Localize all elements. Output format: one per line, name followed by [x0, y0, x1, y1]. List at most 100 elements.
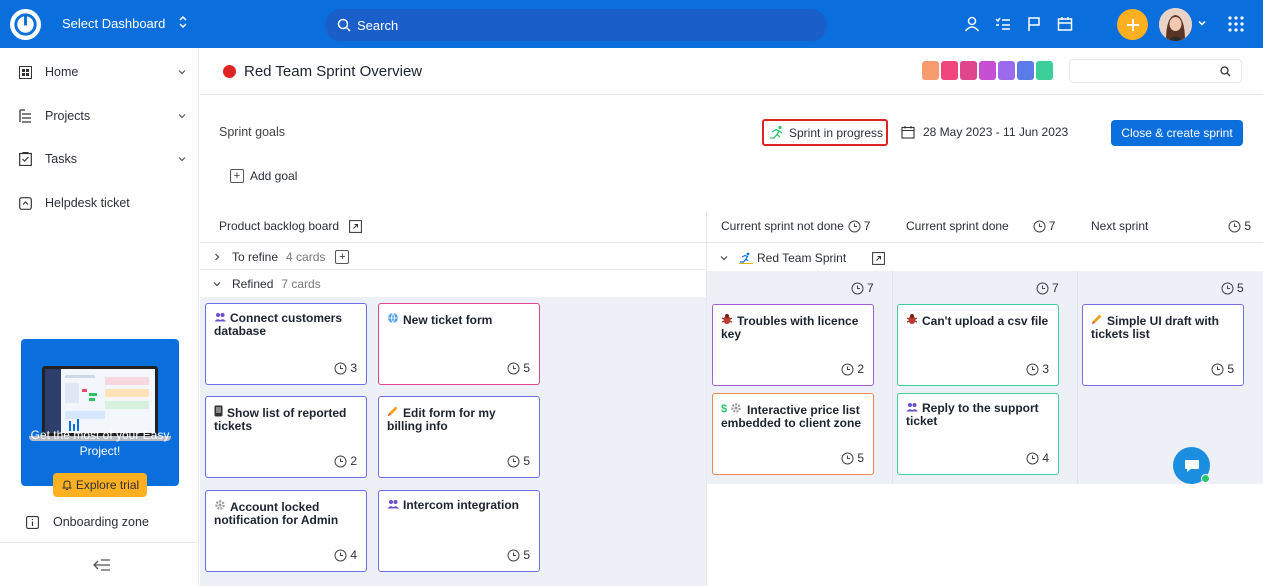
group-name: Refined	[232, 277, 274, 291]
sidebar-item-helpdesk[interactable]: Helpdesk ticket	[0, 188, 199, 218]
card-title-text: Show list of reported tickets	[214, 406, 347, 433]
card-title: New ticket form	[387, 312, 531, 327]
card-title: $ Interactive price list embedded to clie…	[721, 402, 865, 430]
flag-icon[interactable]	[1024, 14, 1044, 34]
card-estimate: 4	[334, 548, 357, 562]
task-card[interactable]: Reply to the support ticket 4	[897, 393, 1059, 475]
explore-trial-button[interactable]: Explore trial	[53, 473, 147, 497]
apps-grid-icon[interactable]	[1227, 15, 1245, 36]
color-swatch[interactable]	[922, 61, 939, 80]
card-title-text: Account locked notification for Admin	[214, 500, 339, 527]
chevron-right-icon	[215, 253, 220, 261]
sidebar-item-home[interactable]: Home	[0, 57, 199, 87]
card-estimate: 5	[1211, 362, 1234, 376]
backlog-board-header[interactable]: Product backlog board	[219, 219, 362, 233]
estimate-value: 2	[857, 362, 864, 376]
avatar[interactable]	[1159, 8, 1192, 41]
color-swatch[interactable]	[1036, 61, 1053, 80]
clock-icon	[507, 362, 523, 375]
bug-icon	[721, 313, 733, 328]
add-card-plus-icon[interactable]: +	[335, 250, 350, 264]
clock-icon	[1033, 220, 1046, 232]
color-swatches[interactable]	[922, 61, 1053, 80]
app-logo[interactable]	[10, 9, 41, 40]
sprint-group-red-team[interactable]: Red Team Sprint	[719, 251, 886, 265]
chevron-down-icon	[177, 110, 187, 124]
user-icon[interactable]	[962, 14, 982, 34]
color-swatch[interactable]	[998, 61, 1015, 80]
pencil-icon	[1091, 313, 1103, 328]
chat-icon	[1184, 459, 1199, 472]
collapse-sidebar-icon[interactable]	[93, 558, 111, 575]
chat-button[interactable]	[1173, 447, 1210, 484]
close-create-sprint-button[interactable]: Close & create sprint	[1111, 120, 1243, 146]
group-refined[interactable]: Refined 7 cards	[212, 277, 321, 291]
task-card[interactable]: Account locked notification for Admin 4	[205, 490, 367, 572]
task-card[interactable]: Can't upload a csv file 3	[897, 304, 1059, 386]
sidebar-item-projects[interactable]: Projects	[0, 101, 199, 131]
color-swatch[interactable]	[941, 61, 958, 80]
open-external-icon[interactable]	[872, 251, 886, 265]
column-sum-next: 5	[1221, 281, 1244, 295]
estimate-value: 5	[857, 451, 864, 465]
column-separator	[892, 271, 893, 484]
phone-icon	[214, 405, 223, 420]
open-external-icon[interactable]	[349, 219, 362, 233]
color-swatch[interactable]	[960, 61, 977, 80]
divider	[200, 242, 706, 243]
color-swatch[interactable]	[979, 61, 996, 80]
card-estimate: 5	[507, 548, 530, 562]
dashboard-select[interactable]: Select Dashboard	[62, 16, 166, 31]
card-title-text: Intercom integration	[403, 498, 520, 512]
clock-icon	[1221, 282, 1234, 294]
globe-icon	[387, 312, 399, 327]
plus-icon	[1126, 18, 1139, 31]
sprint-group-name: Red Team Sprint	[757, 251, 847, 265]
checklist-icon[interactable]	[993, 14, 1013, 34]
task-card[interactable]: Simple UI draft with tickets list 5	[1082, 304, 1244, 386]
task-card[interactable]: Troubles with licence key 2	[712, 304, 874, 386]
card-title-text: Can't upload a csv file	[922, 314, 1049, 328]
home-grid-icon	[18, 65, 32, 79]
task-card[interactable]: $ Interactive price list embedded to clie…	[712, 393, 874, 475]
add-goal-button[interactable]: + Add goal	[230, 169, 297, 183]
sidebar-item-onboarding[interactable]: Onboarding zone	[26, 515, 149, 529]
board-search-input[interactable]	[1069, 59, 1242, 83]
calendar-icon[interactable]	[1055, 14, 1075, 34]
promo-text: Get the most of your Easy Project!	[30, 428, 170, 458]
task-card[interactable]: Edit form for my billing info 5	[378, 396, 540, 478]
explore-trial-label: Explore trial	[75, 478, 140, 492]
sprint-status-label: Sprint in progress	[789, 125, 884, 140]
sprint-running-icon	[739, 252, 753, 264]
avatar-chevron-down-icon[interactable]	[1197, 17, 1207, 31]
add-button[interactable]	[1117, 9, 1148, 40]
running-icon	[770, 125, 783, 139]
card-title: Can't upload a csv file	[906, 313, 1050, 328]
clock-icon	[334, 455, 350, 468]
promo-banner: Get the most of your Easy Project!	[21, 339, 179, 486]
select-chevrons-icon[interactable]	[177, 14, 189, 33]
task-card[interactable]: Intercom integration 5	[378, 490, 540, 572]
card-title: Reply to the support ticket	[906, 402, 1050, 428]
chevron-down-icon	[720, 256, 728, 261]
card-title-text: Edit form for my billing info	[387, 406, 496, 433]
chevron-down-icon	[177, 153, 187, 167]
estimate-value: 5	[523, 454, 530, 468]
task-card[interactable]: New ticket form 5	[378, 303, 540, 385]
chevron-down-icon	[177, 66, 187, 80]
card-title-text: Connect customers database	[214, 311, 343, 338]
column-sum: 5	[1237, 281, 1244, 295]
sprint-status-badge[interactable]: Sprint in progress	[762, 119, 888, 146]
sprint-dates[interactable]: 28 May 2023 - 11 Jun 2023	[901, 125, 1068, 139]
sidebar-item-tasks[interactable]: Tasks	[0, 144, 199, 174]
page-title: Red Team Sprint Overview	[244, 63, 423, 80]
task-card[interactable]: Connect customers database 3	[205, 303, 367, 385]
color-swatch[interactable]	[1017, 61, 1034, 80]
search-input[interactable]: Search	[325, 9, 827, 41]
onboarding-label: Onboarding zone	[53, 515, 149, 529]
card-title: Account locked notification for Admin	[214, 499, 358, 527]
group-to-refine[interactable]: To refine 4 cards +	[212, 250, 350, 264]
column-title: Current sprint not done	[721, 219, 844, 233]
task-card[interactable]: Show list of reported tickets 2	[205, 396, 367, 478]
sidebar-item-label: Helpdesk ticket	[45, 196, 130, 210]
